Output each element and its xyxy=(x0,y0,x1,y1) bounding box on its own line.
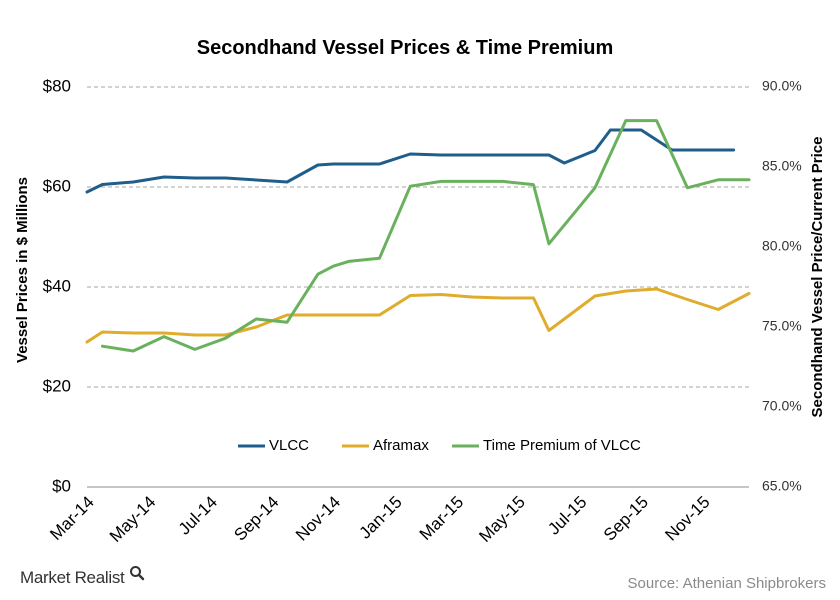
x-tick-label: Mar-15 xyxy=(416,492,468,544)
x-tick-label: Mar-14 xyxy=(46,492,98,544)
chart-title: Secondhand Vessel Prices & Time Premium xyxy=(197,37,613,59)
series-line-time-premium-of-vlcc xyxy=(100,119,751,353)
x-tick-label: May-15 xyxy=(475,492,529,546)
brand-name: Market Realist xyxy=(20,568,125,587)
y-right-tick-label: 70.0% xyxy=(762,398,802,414)
y-right-tick-label: 65.0% xyxy=(762,478,802,494)
series-line-aframax xyxy=(85,287,751,344)
y-right-tick-label: 85.0% xyxy=(762,158,802,174)
y-right-tick-label: 80.0% xyxy=(762,238,802,254)
y-left-tick-label: $0 xyxy=(52,476,71,495)
legend-label: Aframax xyxy=(373,437,429,454)
magnifier-logo-icon xyxy=(129,566,145,581)
gridlines xyxy=(87,86,749,388)
y-right-tick-label: 90.0% xyxy=(762,78,802,94)
axes: $0 $20 $40 $60 $80 65.0% 70.0% 75.0% 80.0% 85.0% 9… xyxy=(43,76,802,545)
x-tick-label: Jul-15 xyxy=(544,492,590,538)
brand-logo: Market Realist xyxy=(20,565,145,588)
series-line-vlcc xyxy=(85,128,736,194)
legend: VLCC Aframax Time Premium of VLCC xyxy=(238,437,641,454)
y-left-tick-label: $80 xyxy=(43,76,71,95)
x-tick-label: Jan-15 xyxy=(356,492,406,542)
x-tick-label: Sep-14 xyxy=(230,492,282,544)
y-axis-right-title: Secondhand Vessel Price/Current Price xyxy=(809,137,826,418)
y-right-tick-label: 75.0% xyxy=(762,318,802,334)
x-tick-label: Sep-15 xyxy=(600,492,652,544)
y-left-tick-label: $40 xyxy=(43,276,71,295)
x-tick-label: May-14 xyxy=(106,492,160,546)
y-left-tick-label: $60 xyxy=(43,176,71,195)
series-lines xyxy=(85,119,751,353)
legend-label: VLCC xyxy=(269,437,309,454)
legend-label: Time Premium of VLCC xyxy=(483,437,641,454)
x-tick-label: Jul-14 xyxy=(175,492,221,538)
y-left-tick-label: $20 xyxy=(43,376,71,395)
x-tick-label: Nov-15 xyxy=(661,492,713,544)
x-tick-label: Nov-14 xyxy=(292,492,344,544)
source-note: Source: Athenian Shipbrokers xyxy=(627,575,826,592)
y-axis-left-title: Vessel Prices in $ Millions xyxy=(14,177,31,363)
